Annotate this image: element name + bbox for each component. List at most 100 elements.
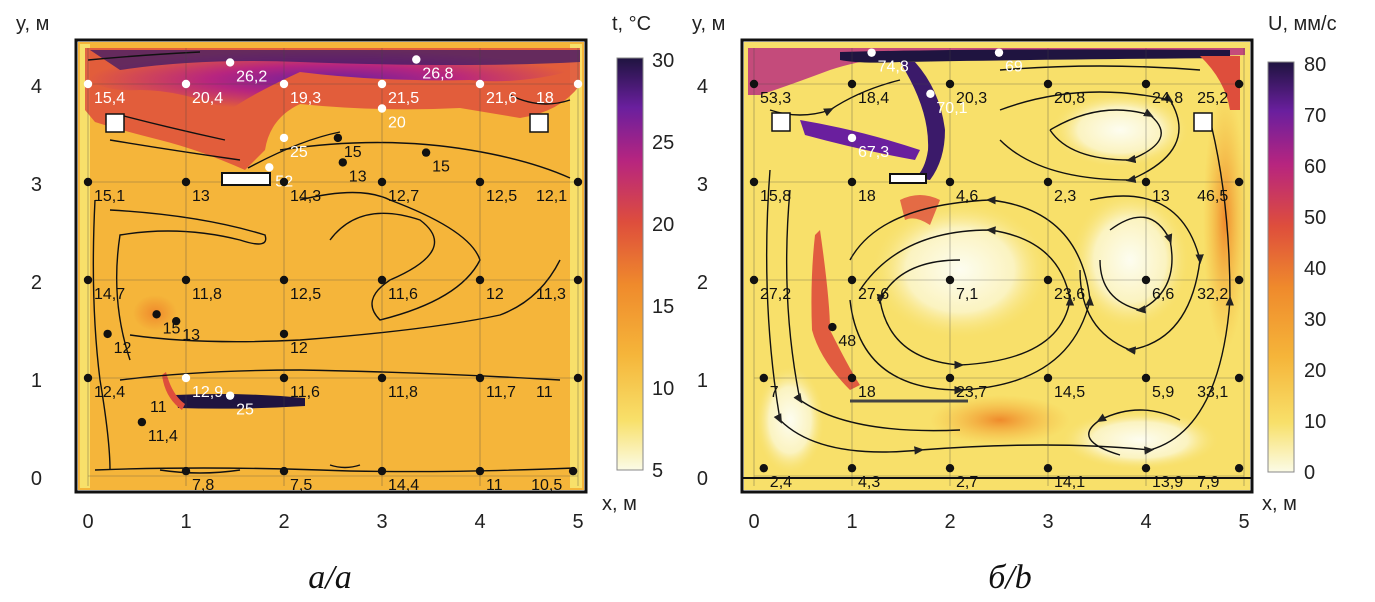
data-label: 20,4 [192, 90, 223, 107]
measurement-point [1141, 177, 1151, 187]
measurement-point [279, 373, 289, 383]
colorbar-tick: 40 [1304, 258, 1326, 280]
data-label: 69 [1005, 59, 1023, 76]
measurement-point [412, 55, 421, 64]
measurement-point [945, 177, 955, 187]
data-label: 32,2 [1197, 286, 1228, 303]
measurement-point [847, 463, 857, 473]
data-label: 12,5 [486, 188, 517, 205]
panel-b-x-label: x, м [1262, 493, 1297, 515]
data-label: 2,3 [1054, 188, 1076, 205]
data-label: 12 [114, 340, 132, 357]
measurement-point [1043, 275, 1053, 285]
data-label: 10,5 [531, 477, 562, 494]
x-tick: 5 [1238, 511, 1249, 533]
data-label: 13 [1152, 188, 1170, 205]
data-label: 11,4 [148, 428, 178, 445]
data-label: 11,7 [486, 384, 516, 401]
panel-b-frame [740, 38, 1254, 494]
measurement-point [377, 373, 387, 383]
panel-a-frame [74, 38, 588, 494]
measurement-point [1234, 79, 1244, 89]
panel-a-left-wall-band [80, 44, 90, 488]
y-tick: 4 [697, 76, 708, 98]
y-tick: 0 [31, 468, 42, 490]
x-tick: 3 [1042, 511, 1053, 533]
measurement-point [867, 48, 876, 57]
colorbar-tick: 0 [1304, 462, 1315, 484]
data-label: 27,6 [858, 286, 889, 303]
panel-b-colorbar-label: U, мм/с [1268, 13, 1337, 35]
y-tick: 1 [697, 370, 708, 392]
data-label: 12 [486, 286, 504, 303]
x-tick: 1 [846, 511, 857, 533]
measurement-point [475, 373, 485, 383]
data-label: 67,3 [858, 144, 889, 161]
data-label: 7,1 [956, 286, 978, 303]
data-label: 13 [192, 188, 210, 205]
measurement-point [1234, 275, 1244, 285]
colorbar-tick: 15 [652, 296, 674, 318]
panel-a-upper-heater [221, 172, 271, 186]
measurement-point [1141, 275, 1151, 285]
x-tick: 0 [748, 511, 759, 533]
data-label: 5,9 [1152, 384, 1174, 401]
data-label: 21,5 [388, 90, 419, 107]
panel-a-colorbar: t, °C 5 10 15 20 25 30 [612, 13, 674, 482]
measurement-point [265, 163, 274, 172]
panel-a-inlet-left [105, 113, 125, 133]
data-label: 18 [536, 90, 554, 107]
measurement-point [847, 79, 857, 89]
panel-b-x-ticks: 0 1 2 3 4 5 [748, 511, 1249, 533]
data-label: 4,6 [956, 188, 978, 205]
data-label: 4,3 [858, 474, 880, 491]
measurement-point [103, 329, 112, 339]
measurement-point [279, 177, 289, 187]
measurement-point [573, 373, 583, 383]
data-label: 6,6 [1152, 286, 1174, 303]
data-label: 14,5 [1054, 384, 1085, 401]
y-tick: 2 [31, 272, 42, 294]
panel-b-right-corner-jet [1200, 56, 1240, 110]
data-label: 12,5 [290, 286, 321, 303]
measurement-point [152, 310, 161, 319]
panel-a-colorbar-label: t, °C [612, 13, 651, 35]
data-label: 11,8 [192, 286, 222, 303]
measurement-point [333, 133, 343, 143]
data-label: 11,6 [290, 384, 320, 401]
measurement-point [828, 322, 837, 332]
data-label: 24,8 [1152, 90, 1183, 107]
panel-b-colorbar: U, мм/с 0 10 20 30 40 50 60 70 80 [1267, 13, 1337, 484]
measurement-point [475, 466, 485, 476]
panel-a-right-wall-band [570, 44, 582, 488]
y-tick: 3 [697, 174, 708, 196]
data-label: 18 [858, 384, 876, 401]
y-tick: 4 [31, 76, 42, 98]
measurement-point [1141, 373, 1151, 383]
data-label: 7,5 [290, 477, 312, 494]
data-label: 20,8 [1054, 90, 1085, 107]
panel-a: 15,420,419,321,521,61826,226,82025521513… [16, 13, 674, 596]
panel-a-data-points: 15,420,419,321,521,61826,226,82025521513… [83, 55, 583, 494]
data-label: 14,7 [94, 286, 125, 303]
data-label: 18,4 [858, 90, 889, 107]
colorbar-tick: 20 [652, 214, 674, 236]
colorbar-tick: 10 [1304, 411, 1326, 433]
data-label: 23,6 [1054, 286, 1085, 303]
data-label: 18 [858, 188, 876, 205]
measurement-point [83, 79, 93, 89]
measurement-point [945, 463, 955, 473]
measurement-point [926, 89, 935, 99]
measurement-point [279, 275, 289, 285]
measurement-point [1234, 177, 1244, 187]
data-label: 12,9 [192, 384, 223, 401]
data-label: 25 [290, 144, 308, 161]
colorbar-tick: 5 [652, 460, 663, 482]
panel-a-y-ticks: 0 1 2 3 4 [31, 76, 42, 490]
measurement-point [279, 133, 289, 143]
colorbar-tick: 20 [1304, 360, 1326, 382]
measurement-point [847, 177, 857, 187]
panel-b-colorbar-gradient [1267, 61, 1295, 473]
panel-b-data-points: 74,8 69 53,3 18,4 20,3 20,8 24,8 25,2 70,1 67,3 15… [749, 48, 1244, 491]
